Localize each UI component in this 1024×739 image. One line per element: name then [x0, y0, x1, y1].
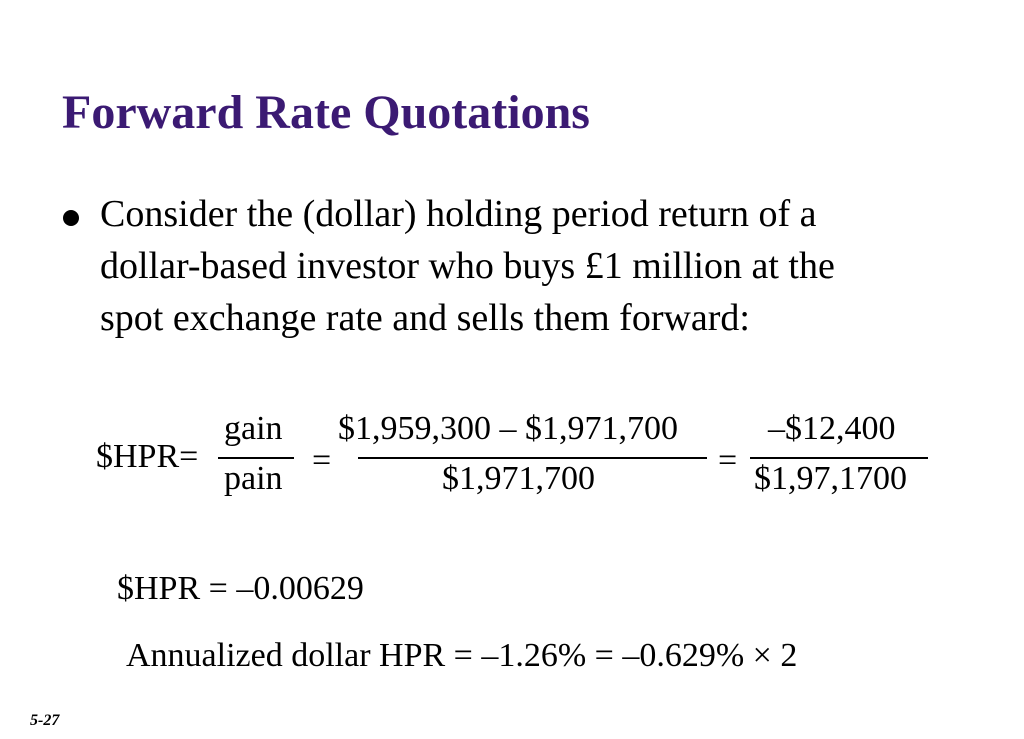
fraction-2-denominator: $1,971,700: [442, 460, 595, 497]
annualized-hpr: Annualized dollar HPR = –1.26% = –0.629%…: [126, 637, 798, 674]
fraction-1-numerator: gain: [224, 410, 283, 447]
bullet-line: dollar-based investor who buys £1 millio…: [100, 245, 835, 287]
slide-title: Forward Rate Quotations: [62, 86, 590, 139]
fraction-2-numerator: $1,959,300 – $1,971,700: [338, 410, 678, 447]
fraction-3-bar: [750, 457, 928, 459]
bullet-icon: [63, 210, 79, 226]
fraction-3-denominator: $1,97,1700: [754, 460, 907, 497]
equals-sign: =: [312, 442, 332, 479]
equals-sign: =: [718, 442, 738, 479]
fraction-2-bar: [358, 457, 707, 459]
bullet-line: spot exchange rate and sells them forwar…: [100, 297, 750, 339]
bullet-line: Consider the (dollar) holding period ret…: [100, 193, 817, 235]
fraction-3-numerator: –$12,400: [768, 410, 896, 447]
bullet-paragraph: Consider the (dollar) holding period ret…: [100, 188, 980, 344]
fraction-1-denominator: pain: [224, 460, 283, 497]
slide-number: 5-27: [30, 712, 60, 729]
fraction-1-bar: [218, 457, 294, 459]
equation-lhs: $HPR=: [96, 438, 199, 475]
hpr-result: $HPR = –0.00629: [117, 570, 364, 607]
